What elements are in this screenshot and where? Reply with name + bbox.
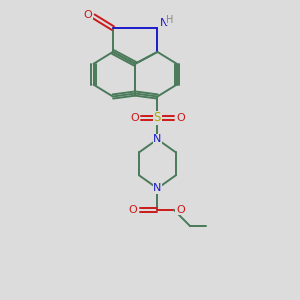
Text: N: N	[153, 183, 162, 193]
Text: O: O	[84, 10, 93, 20]
Text: O: O	[176, 113, 185, 123]
Text: H: H	[166, 15, 174, 25]
Text: N: N	[160, 18, 168, 28]
Text: O: O	[129, 205, 137, 215]
Text: O: O	[130, 113, 139, 123]
Text: N: N	[153, 134, 162, 144]
Text: O: O	[176, 205, 185, 215]
Text: S: S	[154, 111, 161, 124]
